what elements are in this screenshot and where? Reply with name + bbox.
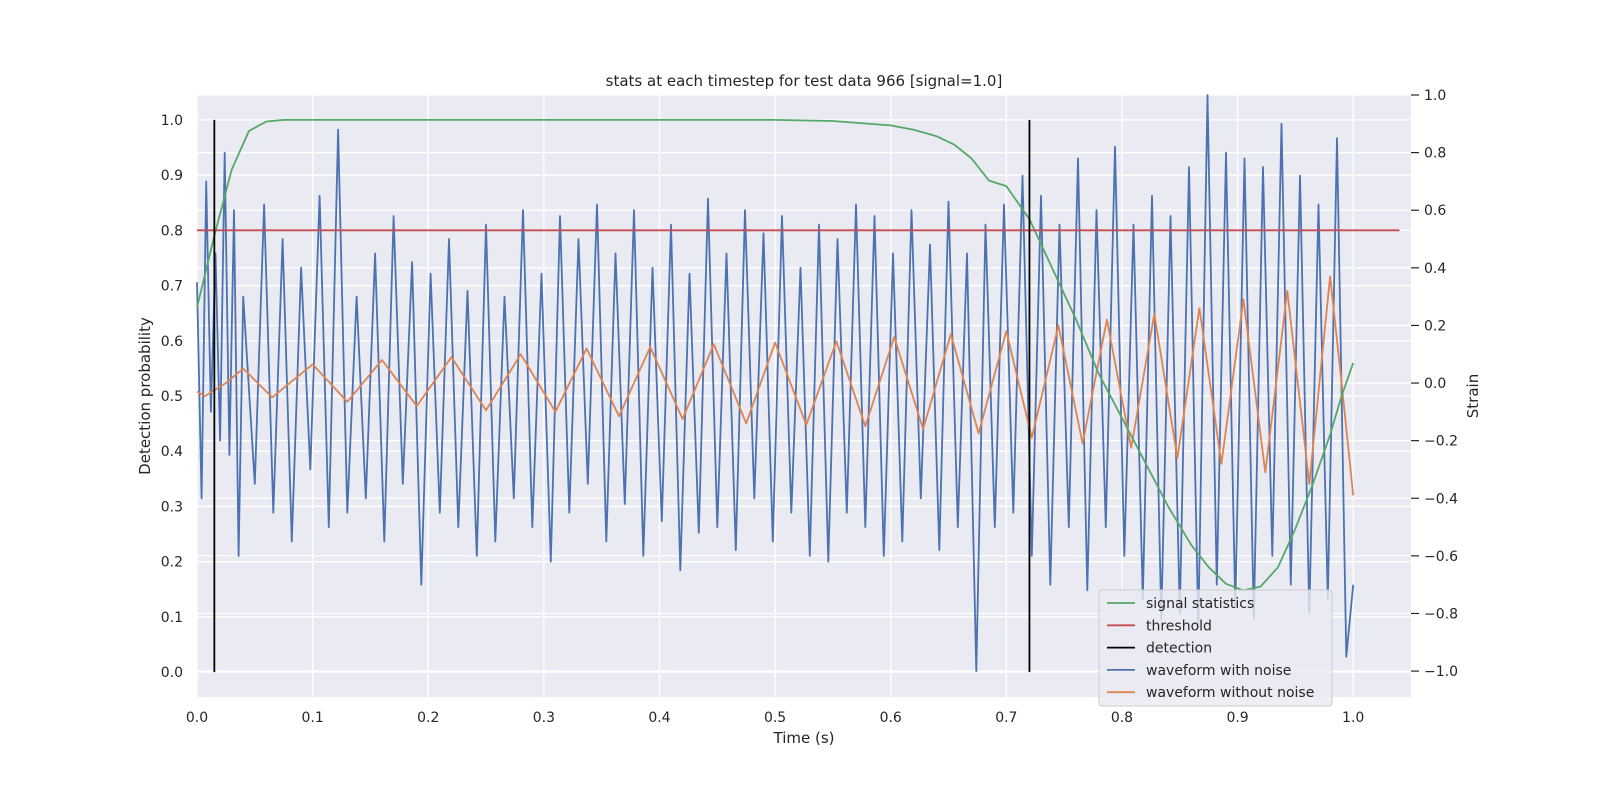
x-axis-label: Time (s) — [773, 729, 835, 747]
x-tick-label: 0.0 — [186, 710, 208, 726]
y-tick-label: 0.8 — [161, 223, 183, 239]
y2-tick-label: 0.0 — [1424, 376, 1446, 392]
legend-label: detection — [1146, 641, 1212, 657]
x-axis-ticks: 0.0 0.1 0.2 0.3 0.4 0.5 0.6 0.7 0.8 0.9 1.0 — [186, 710, 1364, 726]
legend-label: waveform without noise — [1146, 685, 1314, 701]
x-tick-label: 1.0 — [1342, 710, 1364, 726]
y2-tick-label: 1.0 — [1424, 88, 1446, 104]
x-tick-label: 0.1 — [301, 710, 323, 726]
y2-tick-label: −0.6 — [1424, 549, 1458, 565]
y-tick-label: 0.5 — [161, 389, 183, 405]
y2-tick-label: 0.2 — [1424, 318, 1446, 334]
series-line-waveform-with-noise — [196, 94, 1355, 672]
y2-tick-label: −0.2 — [1424, 434, 1458, 450]
x-tick-label: 0.8 — [1111, 710, 1133, 726]
legend-box — [1098, 589, 1333, 707]
y-tick-label: 0.2 — [161, 555, 183, 571]
legend-label: threshold — [1146, 618, 1212, 634]
x-tick-label: 0.9 — [1226, 710, 1248, 726]
y-tick-label: 0.6 — [161, 334, 183, 350]
y-tick-label: 0.4 — [161, 444, 183, 460]
legend-label: waveform with noise — [1146, 663, 1291, 679]
chart-title: stats at each timestep for test data 966… — [606, 72, 1003, 90]
y-tick-label: 0.3 — [161, 499, 183, 515]
y-axis-ticks: 0.0 0.1 0.2 0.3 0.4 0.5 0.6 0.7 0.8 0.9 1.0 — [161, 113, 183, 681]
y2-tick-label: −1.0 — [1424, 664, 1458, 680]
y2-tick-label: −0.8 — [1424, 606, 1458, 622]
series-line-signal-statistics — [196, 119, 1355, 592]
y-tick-label: 0.7 — [161, 279, 183, 295]
y2-axis-label: Strain — [1464, 374, 1482, 418]
series-lines — [196, 94, 1400, 673]
y-tick-label: 1.0 — [161, 113, 183, 129]
y2-tick-label: 0.6 — [1424, 203, 1446, 219]
y2-axis-ticks: −1.0 −0.8 −0.6 −0.4 −0.2 0.0 0.2 0.4 0.6 0.8 1.0 — [1411, 88, 1458, 680]
legend: signal statistics threshold detection wavef… — [1098, 589, 1333, 707]
y-tick-label: 0.0 — [161, 665, 183, 681]
x-tick-label: 0.4 — [648, 710, 670, 726]
y2-tick-label: −0.4 — [1424, 491, 1458, 507]
y2-tick-label: 0.4 — [1424, 261, 1446, 277]
x-tick-label: 0.5 — [764, 710, 786, 726]
y-tick-label: 0.1 — [161, 610, 183, 626]
x-tick-label: 0.2 — [417, 710, 439, 726]
x-tick-label: 0.3 — [533, 710, 555, 726]
y-tick-label: 0.9 — [161, 168, 183, 184]
y-axis-label: Detection probability — [136, 317, 154, 475]
x-tick-label: 0.7 — [995, 710, 1017, 726]
legend-label: signal statistics — [1146, 596, 1254, 612]
series-line-waveform-without-noise — [196, 275, 1355, 496]
y2-tick-label: 0.8 — [1424, 146, 1446, 162]
x-tick-label: 0.6 — [880, 710, 902, 726]
